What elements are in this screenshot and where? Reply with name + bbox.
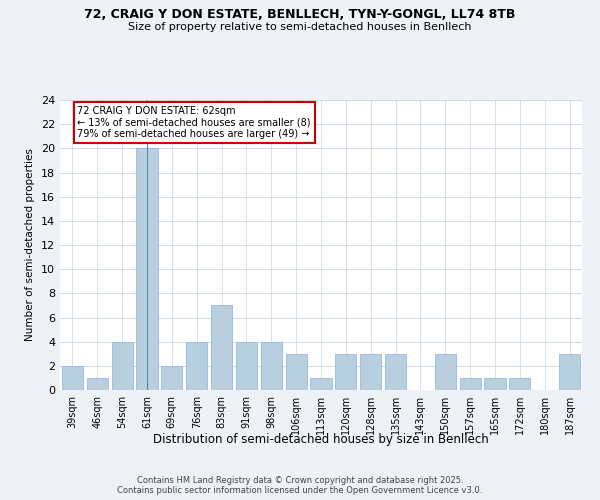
Bar	[261, 342, 282, 390]
Bar	[87, 378, 108, 390]
Bar	[211, 306, 232, 390]
Bar	[286, 354, 307, 390]
Text: Size of property relative to semi-detached houses in Benllech: Size of property relative to semi-detach…	[128, 22, 472, 32]
Bar	[460, 378, 481, 390]
Text: Distribution of semi-detached houses by size in Benllech: Distribution of semi-detached houses by …	[153, 432, 489, 446]
Bar	[310, 378, 332, 390]
Bar	[161, 366, 182, 390]
Bar	[186, 342, 207, 390]
Text: 72 CRAIG Y DON ESTATE: 62sqm
← 13% of semi-detached houses are smaller (8)
79% o: 72 CRAIG Y DON ESTATE: 62sqm ← 13% of se…	[77, 106, 311, 139]
Bar	[112, 342, 133, 390]
Bar	[484, 378, 506, 390]
Bar	[335, 354, 356, 390]
Bar	[360, 354, 381, 390]
Bar	[559, 354, 580, 390]
Y-axis label: Number of semi-detached properties: Number of semi-detached properties	[25, 148, 35, 342]
Bar	[236, 342, 257, 390]
Bar	[435, 354, 456, 390]
Bar	[385, 354, 406, 390]
Bar	[136, 148, 158, 390]
Bar	[509, 378, 530, 390]
Text: 72, CRAIG Y DON ESTATE, BENLLECH, TYN-Y-GONGL, LL74 8TB: 72, CRAIG Y DON ESTATE, BENLLECH, TYN-Y-…	[85, 8, 515, 20]
Text: Contains HM Land Registry data © Crown copyright and database right 2025.
Contai: Contains HM Land Registry data © Crown c…	[118, 476, 482, 495]
Bar	[62, 366, 83, 390]
